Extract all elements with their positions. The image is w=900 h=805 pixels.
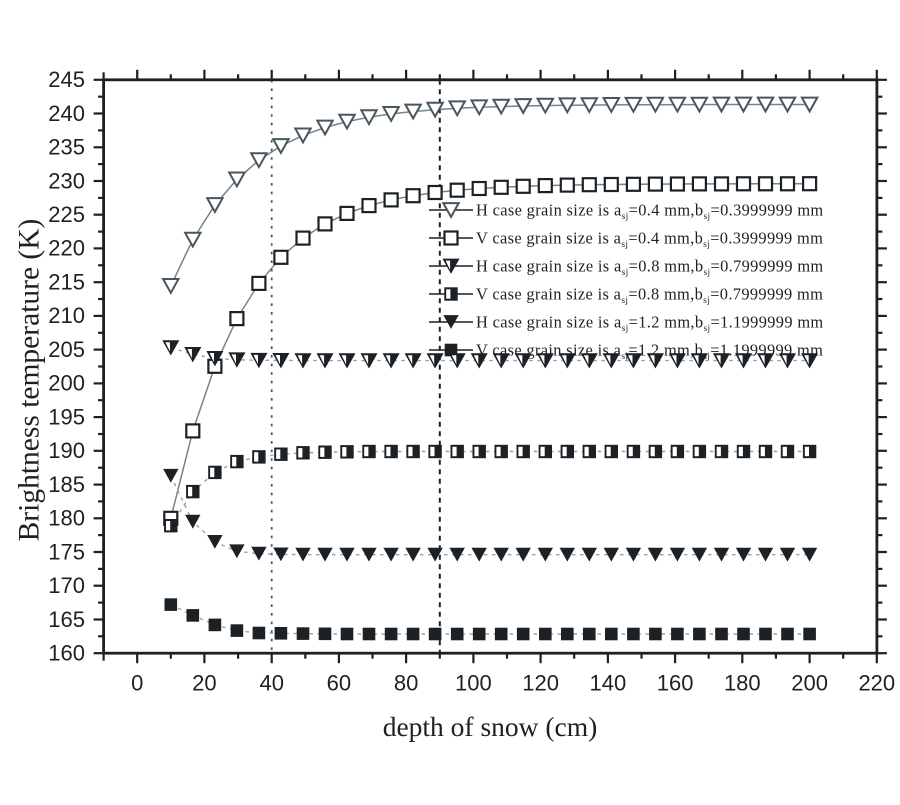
svg-text:0: 0 (131, 671, 143, 696)
svg-text:40: 40 (259, 671, 283, 696)
svg-text:Brightness temperature (K): Brightness temperature (K) (14, 219, 46, 542)
svg-text:235: 235 (48, 135, 85, 160)
svg-text:140: 140 (590, 671, 627, 696)
svg-text:170: 170 (48, 573, 85, 598)
svg-text:H case grain size is asj=1.2 m: H case grain size is asj=1.2 mm,bsj=1.19… (476, 313, 824, 335)
svg-text:215: 215 (48, 270, 85, 295)
svg-text:205: 205 (48, 337, 85, 362)
svg-text:230: 230 (48, 168, 85, 193)
svg-text:V case grain size is asj=0.8 m: V case grain size is asj=0.8 mm,bsj=0.79… (476, 285, 823, 307)
svg-text:160: 160 (48, 641, 85, 666)
svg-text:120: 120 (522, 671, 559, 696)
svg-text:20: 20 (192, 671, 216, 696)
svg-text:175: 175 (48, 539, 85, 564)
svg-text:V case grain size is asj=0.4 m: V case grain size is asj=0.4 mm,bsj=0.39… (476, 229, 823, 251)
svg-text:190: 190 (48, 438, 85, 463)
svg-text:225: 225 (48, 202, 85, 227)
svg-text:60: 60 (327, 671, 351, 696)
svg-text:165: 165 (48, 607, 85, 632)
svg-text:180: 180 (48, 506, 85, 531)
svg-text:195: 195 (48, 404, 85, 429)
svg-text:100: 100 (455, 671, 492, 696)
svg-text:200: 200 (48, 371, 85, 396)
svg-text:200: 200 (791, 671, 828, 696)
svg-text:80: 80 (394, 671, 418, 696)
svg-text:180: 180 (724, 671, 761, 696)
svg-text:H case grain size is asj=0.4 m: H case grain size is asj=0.4 mm,bsj=0.39… (476, 201, 824, 223)
svg-text:245: 245 (48, 67, 85, 92)
svg-text:220: 220 (858, 671, 895, 696)
svg-text:160: 160 (657, 671, 694, 696)
svg-text:depth of snow (cm): depth of snow (cm) (383, 711, 598, 742)
svg-text:240: 240 (48, 101, 85, 126)
svg-text:H case grain size is asj=0.8 m: H case grain size is asj=0.8 mm,bsj=0.79… (476, 257, 824, 279)
svg-text:210: 210 (48, 303, 85, 328)
svg-text:185: 185 (48, 472, 85, 497)
svg-text:220: 220 (48, 236, 85, 261)
